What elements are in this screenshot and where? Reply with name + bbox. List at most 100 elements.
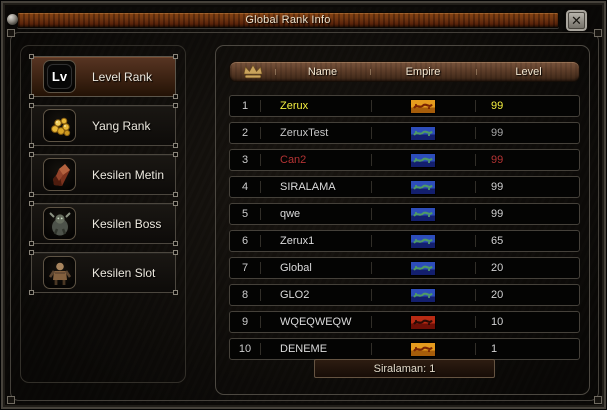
player-name-cell: ZeruxTest — [260, 123, 371, 143]
rank-cell: 2 — [241, 127, 249, 139]
corner-decoration — [594, 396, 602, 404]
chunjo-yellow-flag — [371, 339, 475, 359]
jinno-blue-flag — [371, 285, 475, 305]
rank-cell: 10 — [238, 343, 252, 355]
player-name-cell: GLO2 — [260, 285, 371, 305]
player-name-cell: SIRALAMA — [260, 177, 371, 197]
table-row: 3 Can2 99 — [229, 149, 580, 171]
table-row: 4 SIRALAMA 99 — [229, 176, 580, 198]
corner-handle — [173, 192, 178, 197]
corner-decoration — [7, 396, 15, 404]
window-title: Global Rank Info — [245, 14, 331, 26]
player-name-cell: WQEQWEQW — [260, 312, 371, 332]
boss-monster-icon — [43, 207, 76, 240]
corner-decoration — [7, 29, 15, 37]
table-row: 9 WQEQWEQW 10 — [229, 311, 580, 333]
rivet-ball-icon — [7, 14, 18, 25]
corner-decoration — [594, 29, 602, 37]
corner-handle — [29, 94, 34, 99]
jinno-blue-flag — [371, 150, 475, 170]
corner-handle — [29, 152, 34, 157]
level-cell: 99 — [475, 123, 581, 143]
sidebar-item-kesilen-metin[interactable]: Kesilen Metin — [29, 152, 178, 197]
corner-handle — [173, 94, 178, 99]
corner-handle — [173, 152, 178, 157]
corner-handle — [29, 54, 34, 59]
chunjo-yellow-flag — [371, 96, 475, 116]
table-row: 1 Zerux 99 — [229, 95, 580, 117]
jinno-blue-flag — [371, 177, 475, 197]
player-name-cell: qwe — [260, 204, 371, 224]
rank-column-header — [230, 64, 275, 79]
player-name-cell: Zerux1 — [260, 231, 371, 251]
table-row: 8 GLO2 20 — [229, 284, 580, 306]
metin-stone-icon — [43, 158, 76, 191]
rank-cell: 6 — [241, 235, 249, 247]
jinno-blue-flag — [371, 231, 475, 251]
player-name-cell: Can2 — [260, 150, 371, 170]
sidebar-item-yang-rank[interactable]: Yang Rank — [29, 103, 178, 148]
yang-coins-icon — [43, 109, 76, 142]
corner-handle — [29, 241, 34, 246]
corner-handle — [29, 103, 34, 108]
level-cell: 99 — [475, 96, 581, 116]
corner-handle — [173, 290, 178, 295]
corner-handle — [173, 54, 178, 59]
lv-icon: Lv — [43, 60, 76, 93]
corner-handle — [29, 143, 34, 148]
corner-handle — [173, 143, 178, 148]
corner-handle — [173, 250, 178, 255]
my-rank-bar: Siralaman: 1 — [314, 359, 495, 378]
rank-cell: 9 — [241, 316, 249, 328]
empire-column-header: Empire — [370, 66, 476, 78]
level-cell: 20 — [475, 285, 581, 305]
level-cell: 99 — [475, 204, 581, 224]
my-rank-label: Siralaman: 1 — [373, 362, 436, 375]
crown-icon — [243, 64, 262, 79]
level-cell: 99 — [475, 150, 581, 170]
rank-cell: 8 — [241, 289, 249, 301]
table-row: 5 qwe 99 — [229, 203, 580, 225]
corner-handle — [29, 250, 34, 255]
close-icon: ✕ — [571, 13, 582, 28]
sidebar-item-label: Yang Rank — [92, 118, 151, 133]
sidebar-item-kesilen-boss[interactable]: Kesilen Boss — [29, 201, 178, 246]
corner-handle — [173, 241, 178, 246]
sidebar-item-label: Level Rank — [92, 69, 153, 84]
player-name-cell: DENEME — [260, 339, 371, 359]
titlebar[interactable]: Global Rank Info — [17, 12, 559, 28]
level-cell: 10 — [475, 312, 581, 332]
table-header: Name Empire Level — [229, 61, 580, 82]
sidebar-item-label: Kesilen Boss — [92, 216, 162, 231]
rank-cell: 3 — [241, 154, 249, 166]
sidebar-item-label: Kesilen Metin — [92, 167, 165, 182]
close-button[interactable]: ✕ — [565, 9, 588, 32]
rank-cell: 4 — [241, 181, 249, 193]
level-cell: 99 — [475, 177, 581, 197]
corner-handle — [29, 192, 34, 197]
player-name-cell: Zerux — [260, 96, 371, 116]
corner-handle — [29, 290, 34, 295]
table-row: 2 ZeruxTest 99 — [229, 122, 580, 144]
corner-handle — [173, 201, 178, 206]
corner-handle — [173, 103, 178, 108]
sidebar-item-label: Kesilen Slot — [92, 265, 156, 280]
shinsoo-red-flag — [371, 312, 475, 332]
jinno-blue-flag — [371, 123, 475, 143]
level-cell: 20 — [475, 258, 581, 278]
level-cell: 1 — [475, 339, 581, 359]
jinno-blue-flag — [371, 258, 475, 278]
rank-cell: 5 — [241, 208, 249, 220]
rank-cell: 7 — [241, 262, 249, 274]
player-name-cell: Global — [260, 258, 371, 278]
level-column-header: Level — [476, 66, 581, 78]
rank-table-panel: Name Empire Level 1 Zerux 99 2 ZeruxTest 99 3 C… — [215, 45, 590, 395]
corner-handle — [29, 201, 34, 206]
table-row: 10 DENEME 1 — [229, 338, 580, 360]
sidebar-item-level-rank[interactable]: Lv Level Rank — [29, 54, 178, 99]
table-row: 7 Global 20 — [229, 257, 580, 279]
name-column-header: Name — [275, 66, 370, 78]
table-row: 6 Zerux1 65 — [229, 230, 580, 252]
sidebar-item-kesilen-slot[interactable]: Kesilen Slot — [29, 250, 178, 295]
